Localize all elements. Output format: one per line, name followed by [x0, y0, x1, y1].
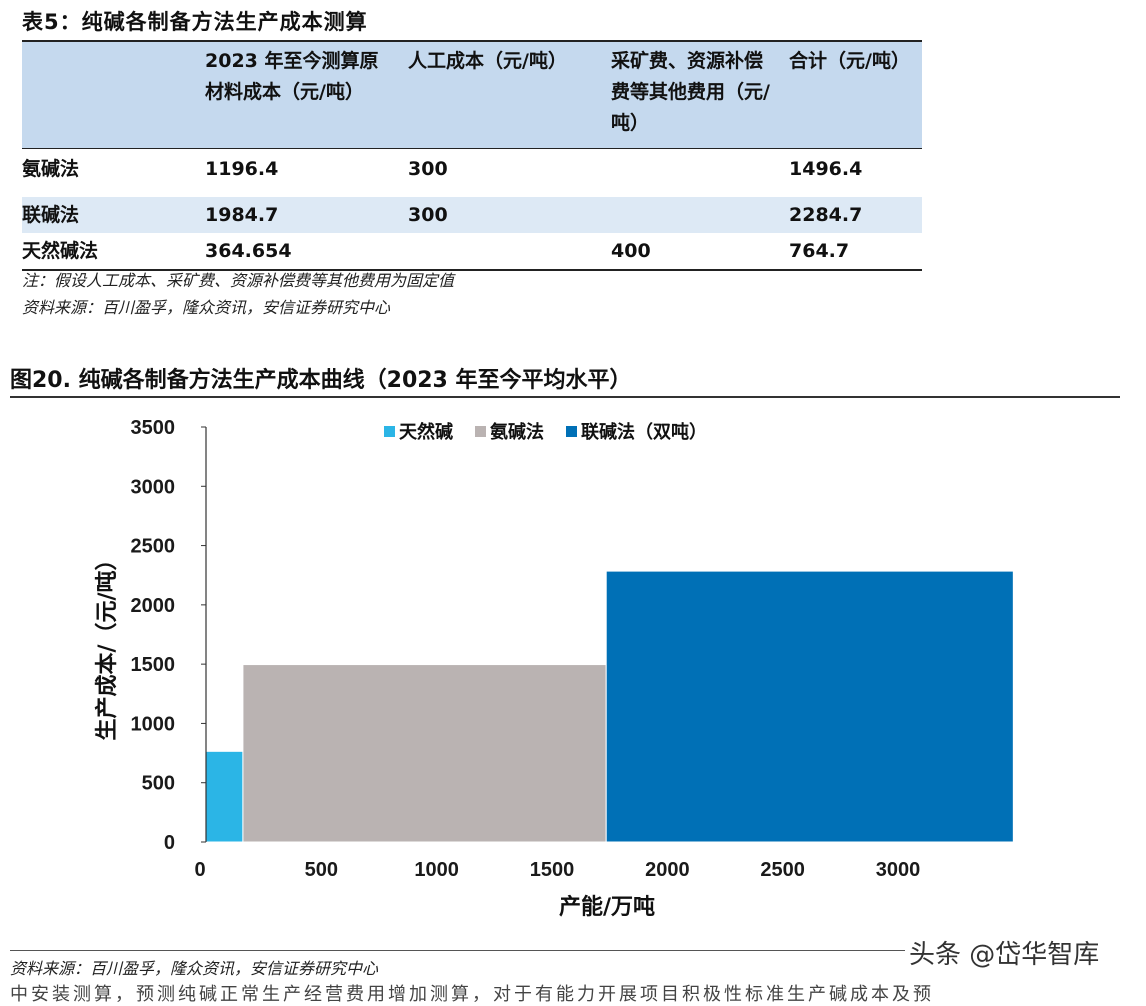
header-cell-material: 2023 年至今测算原材料成本（元/吨）: [205, 40, 408, 149]
legend-swatch: [384, 426, 395, 437]
y-tick-label: 2000: [131, 595, 176, 617]
labor-cell: 300: [408, 204, 448, 226]
material-cell: 1196.4: [205, 158, 279, 180]
other-cell: [611, 149, 789, 198]
total-cell: 764.7: [789, 233, 922, 271]
total-cell: 1496.4: [789, 158, 863, 180]
header-cell-other: 采矿费、资源补偿费等其他费用（元/吨）: [611, 40, 789, 149]
header-cell-total: 合计（元/吨）: [789, 40, 922, 149]
figure-title: 图20. 纯碱各制备方法生产成本曲线（2023 年至今平均水平）: [10, 368, 632, 393]
header-cell-method: [22, 40, 205, 149]
method-cell: 天然碱法: [22, 233, 205, 271]
x-tick-label: 2500: [760, 859, 805, 881]
cost-curve-chart: 0 500 1000 1500 2000 2500 3000 3500 0 500 1000 150…: [95, 417, 1014, 920]
chart-legend: 天然碱 氨碱法 联碱法（双吨）: [384, 421, 707, 443]
legend-swatch: [475, 426, 486, 437]
y-axis-ticks: 0 500 1000 1500 2000 2500 3000 3500: [131, 417, 206, 854]
y-tick-label: 3000: [131, 476, 176, 498]
cost-bar: [205, 750, 244, 843]
table-row: 天然碱法 364.654 400 764.7: [22, 233, 922, 271]
y-tick-label: 500: [142, 773, 175, 795]
x-tick-label: 0: [194, 859, 205, 881]
y-axis-title: 生产成本/（元/吨）: [95, 548, 120, 740]
x-tick-label: 500: [305, 859, 338, 881]
legend-swatch: [566, 426, 577, 437]
cutoff-body-text: 中安装测算，预测纯碱正常生产经营费用增加测算，对于有能力开展项目积极性标准生产碱…: [10, 984, 934, 1005]
other-cell: 400: [611, 233, 789, 271]
cost-bar: [605, 570, 1014, 843]
material-cell: 364.654: [205, 233, 408, 271]
labor-cell: [408, 233, 611, 271]
figure-source: 资料来源：百川盈孚，隆众资讯，安信证券研究中心: [10, 959, 379, 978]
x-tick-label: 1000: [414, 859, 459, 881]
legend-label: 天然碱: [399, 421, 453, 443]
total-cell: 2284.7: [789, 204, 863, 226]
table-row: 联碱法 1984.7 300 2284.7: [22, 197, 922, 233]
x-tick-label: 1500: [530, 859, 575, 881]
chart-bars: [205, 570, 1014, 843]
cost-table: 2023 年至今测算原材料成本（元/吨） 人工成本（元/吨） 采矿费、资源补偿费…: [22, 40, 922, 271]
y-tick-label: 1500: [131, 654, 176, 676]
y-tick-label: 3500: [131, 417, 176, 439]
header-cell-labor: 人工成本（元/吨）: [408, 40, 611, 149]
legend-label: 联碱法（双吨）: [581, 421, 707, 443]
table-source: 资料来源：百川盈孚，隆众资讯，安信证券研究中心: [22, 298, 391, 317]
table-header-row: 2023 年至今测算原材料成本（元/吨） 人工成本（元/吨） 采矿费、资源补偿费…: [22, 40, 922, 149]
legend-label: 氨碱法: [490, 421, 544, 443]
table-note: 注：假设人工成本、采矿费、资源补偿费等其他费用为固定值: [22, 271, 455, 290]
method-cell: 氨碱法: [22, 158, 80, 180]
y-tick-label: 0: [164, 832, 175, 854]
x-axis-title: 产能/万吨: [559, 894, 655, 920]
watermark: 头条 @岱华智库: [905, 934, 1104, 971]
table-title: 表5：纯碱各制备方法生产成本测算: [22, 10, 368, 34]
x-axis-ticks: 0 500 1000 1500 2000 2500 3000: [194, 859, 920, 881]
source-rule: [10, 950, 910, 951]
material-cell: 1984.7: [205, 204, 279, 226]
other-cell: [611, 197, 789, 233]
y-tick-label: 2500: [131, 536, 176, 558]
y-tick-label: 1000: [131, 713, 176, 735]
x-tick-label: 3000: [876, 859, 921, 881]
figure-title-rule: [10, 396, 1120, 398]
table-row: 氨碱法 1196.4 300 1496.4: [22, 149, 922, 198]
labor-cell: 300: [408, 158, 448, 180]
method-cell: 联碱法: [22, 204, 80, 226]
x-tick-label: 2000: [645, 859, 690, 881]
cost-bar: [242, 664, 607, 843]
